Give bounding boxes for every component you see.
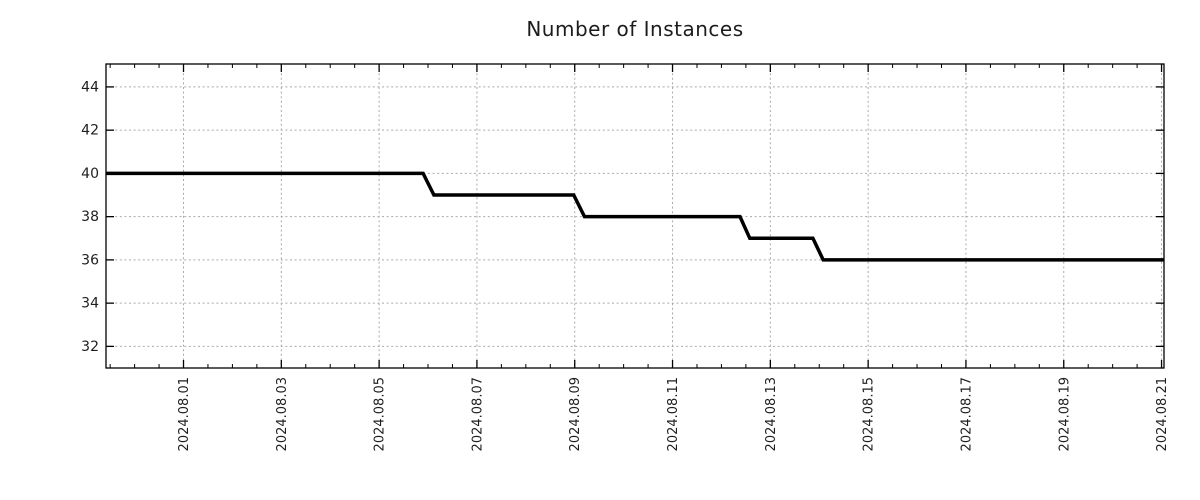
- y-tick-label: 40: [81, 166, 99, 182]
- x-tick-label: 2024.08.21: [1155, 377, 1170, 451]
- x-tick-label: 2024.08.05: [373, 377, 388, 451]
- x-tick-label: 2024.08.09: [568, 377, 583, 451]
- x-tick-label: 2024.08.17: [959, 377, 974, 451]
- y-tick-label: 42: [81, 123, 99, 139]
- y-tick-label: 44: [81, 79, 99, 95]
- x-tick-label: 2024.08.19: [1057, 377, 1072, 451]
- x-tick-label: 2024.08.15: [862, 377, 877, 451]
- x-tick-label: 2024.08.03: [275, 377, 290, 451]
- x-tick-label: 2024.08.01: [177, 377, 192, 451]
- x-tick-label: 2024.08.11: [666, 377, 681, 451]
- y-tick-label: 32: [81, 339, 99, 355]
- x-tick-label: 2024.08.07: [470, 377, 485, 451]
- x-tick-label: 2024.08.13: [764, 377, 779, 451]
- y-tick-label: 34: [81, 296, 99, 312]
- chart-title: Number of Instances: [526, 17, 744, 41]
- y-tick-label: 36: [81, 252, 99, 268]
- data-line-instances: [106, 171, 1164, 262]
- y-tick-label: 38: [81, 209, 99, 225]
